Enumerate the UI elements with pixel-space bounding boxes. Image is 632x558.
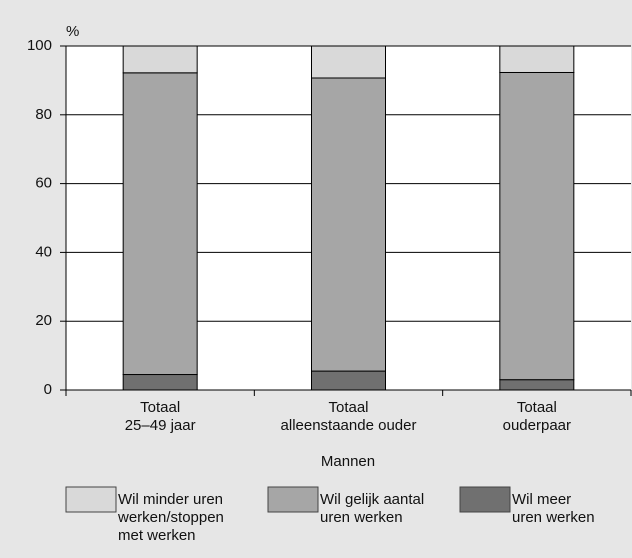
legend-swatch	[65, 486, 117, 513]
x-tick-label: Totaal	[328, 399, 368, 416]
legend-label: uren werken	[512, 509, 595, 526]
y-tick-label: 60	[35, 175, 52, 192]
legend-label: met werken	[118, 527, 196, 544]
legend-swatch	[459, 486, 511, 513]
bar-segment	[122, 72, 198, 376]
legend-label: werken/stoppen	[117, 509, 224, 526]
bar-segment	[499, 379, 575, 391]
x-tick-label: ouderpaar	[503, 417, 571, 434]
legend-label: Wil minder uren	[118, 491, 223, 508]
y-unit: %	[66, 23, 79, 40]
x-tick-label: Totaal	[517, 399, 557, 416]
x-tick-label: 25–49 jaar	[125, 417, 196, 434]
legend-label: uren werken	[320, 509, 403, 526]
bar-segment	[122, 374, 198, 391]
x-tick-label: alleenstaande ouder	[281, 417, 417, 434]
y-tick-label: 80	[35, 106, 52, 123]
bar-segment	[499, 45, 575, 73]
bar-segment	[311, 77, 386, 372]
bar-segment	[499, 71, 575, 381]
y-tick-label: 40	[35, 243, 52, 260]
y-tick-label: 100	[27, 37, 52, 54]
bar-segment	[122, 45, 198, 74]
bar-segment	[311, 45, 386, 79]
y-tick-label: 0	[44, 381, 52, 398]
x-tick-label: Totaal	[140, 399, 180, 416]
bar-segment	[311, 370, 386, 391]
y-tick-label: 20	[35, 312, 52, 329]
legend-swatch	[267, 486, 319, 513]
legend-label: Wil meer	[512, 491, 571, 508]
legend-label: Wil gelijk aantal	[320, 491, 424, 508]
x-axis-label: Mannen	[321, 453, 375, 470]
